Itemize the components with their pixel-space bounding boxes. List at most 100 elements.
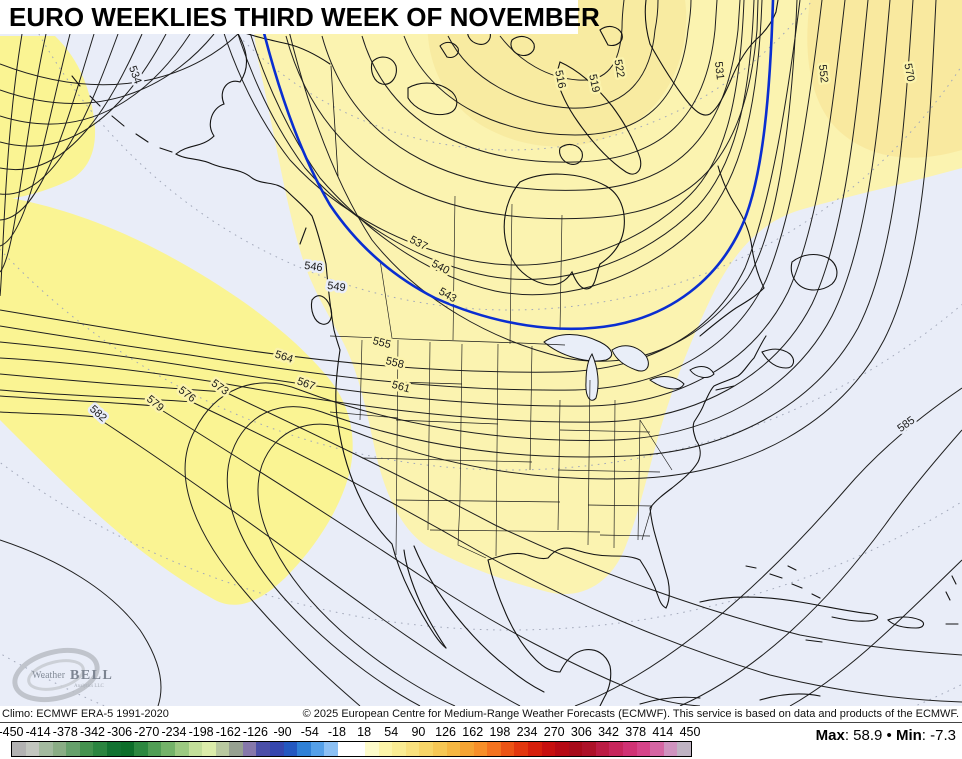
contour-line bbox=[0, 33, 71, 247]
contour-line bbox=[0, 33, 215, 104]
legend-footer: Climo: ECMWF ERA-5 1991-2020 © 2025 Euro… bbox=[0, 706, 962, 759]
colorbar-cell bbox=[283, 742, 298, 756]
colorbar-tick-label: -342 bbox=[79, 725, 105, 739]
contour-line bbox=[447, 0, 659, 109]
coastlines bbox=[71, 0, 959, 706]
colorbar-cell bbox=[351, 742, 366, 756]
contour-line bbox=[0, 373, 962, 656]
colorbar-tick-label: -378 bbox=[52, 725, 78, 739]
colorbar-tick-label: -54 bbox=[300, 725, 319, 739]
stat-separator: • bbox=[886, 727, 892, 744]
colorbar-cell bbox=[500, 742, 515, 756]
contour-line bbox=[0, 33, 191, 125]
contour-line bbox=[240, 0, 763, 296]
contour-line bbox=[0, 0, 869, 423]
colorbar-cell bbox=[514, 742, 528, 756]
colorbar-cell bbox=[215, 742, 230, 756]
contour-line bbox=[184, 0, 891, 706]
contour-line bbox=[285, 0, 759, 220]
colorbar-tick-label: 414 bbox=[652, 725, 674, 739]
colorbar-cell bbox=[419, 742, 433, 756]
contour-line bbox=[226, 0, 914, 706]
contour-line bbox=[499, 0, 625, 81]
title-bar: EURO WEEKLIES THIRD WEEK OF NOVEMBER bbox=[0, 0, 600, 34]
colorbar-cell bbox=[39, 742, 53, 756]
weatherbell-logo: Weather BELL Analytics LLC bbox=[12, 647, 112, 703]
contour-line bbox=[321, 0, 741, 191]
colorbar-tick-label: 198 bbox=[489, 725, 511, 739]
min-value: -7.3 bbox=[930, 727, 956, 744]
colorbar-tick-label: 162 bbox=[462, 725, 484, 739]
colorbar-cell bbox=[636, 742, 651, 756]
max-value: 58.9 bbox=[853, 727, 883, 744]
colorbar bbox=[11, 741, 692, 757]
logo-swirl-outer bbox=[12, 647, 100, 703]
colorbar-cell bbox=[25, 742, 40, 756]
colorbar-cell bbox=[324, 742, 338, 756]
colorbar-tick-labels: -450 -414 -378 -342 -306 -270 -234 -198 -162 -126… bbox=[0, 725, 962, 740]
colorbar-tick-label: -414 bbox=[25, 725, 51, 739]
colorbar-cell bbox=[595, 742, 610, 756]
logo-text-weather: Weather bbox=[32, 670, 66, 681]
colorbar-cell bbox=[188, 742, 203, 756]
contour-line bbox=[361, 0, 718, 163]
colorbar-cell bbox=[242, 742, 257, 756]
colorbar-cell bbox=[12, 742, 26, 756]
colorbar-cell bbox=[473, 742, 488, 756]
colorbar-cell bbox=[66, 742, 80, 756]
great-lakes bbox=[543, 334, 715, 401]
colorbar-cell bbox=[337, 742, 352, 756]
colorbar-cell bbox=[161, 742, 175, 756]
colorbar-cell bbox=[229, 742, 243, 756]
colorbar-cell bbox=[582, 742, 596, 756]
max-label: Max bbox=[815, 727, 845, 744]
colorbar-cell bbox=[392, 742, 406, 756]
contour-lines bbox=[0, 0, 962, 706]
contour-line bbox=[0, 411, 521, 706]
colorbar-tick-label: -198 bbox=[188, 725, 214, 739]
contour-line bbox=[213, 0, 745, 266]
logo-swirl-inner bbox=[27, 659, 85, 691]
colorbar-cell bbox=[269, 742, 284, 756]
colorbar-tick-label: 378 bbox=[625, 725, 647, 739]
logo-text-sub: Analytics LLC bbox=[74, 684, 105, 689]
max-min-readout: Max: 58.9 • Min: -7.3 bbox=[815, 727, 956, 744]
colorbar-cell bbox=[93, 742, 108, 756]
colorbar-cell bbox=[650, 742, 664, 756]
colorbar-cell bbox=[432, 742, 447, 756]
contour-line bbox=[0, 33, 23, 297]
contour-line bbox=[0, 395, 701, 706]
colorbar-cell bbox=[310, 742, 325, 756]
colorbar-tick-label: 234 bbox=[516, 725, 538, 739]
contour-line bbox=[0, 33, 47, 273]
contour-line bbox=[0, 0, 801, 373]
copyright-note: © 2025 European Centre for Medium-Range … bbox=[302, 708, 959, 720]
colorbar-cell bbox=[623, 742, 637, 756]
colorbar-cell bbox=[663, 742, 678, 756]
anomaly-pacific-lobe bbox=[0, 196, 353, 605]
contour-line bbox=[257, 0, 937, 706]
contour-line bbox=[0, 33, 143, 171]
colorbar-cell bbox=[79, 742, 94, 756]
contour-line bbox=[789, 559, 962, 706]
colorbar-tick-label: -306 bbox=[107, 725, 133, 739]
contour-label: 549 bbox=[326, 280, 346, 294]
contour-line bbox=[0, 539, 162, 706]
climo-note: Climo: ECMWF ERA-5 1991-2020 bbox=[2, 708, 169, 720]
contour-line bbox=[574, 387, 962, 706]
colorbar-tick-label: 270 bbox=[543, 725, 565, 739]
colorbar-cell bbox=[568, 742, 583, 756]
colorbar-cell bbox=[365, 742, 379, 756]
anomaly-topleft-wedge bbox=[0, 36, 96, 200]
colorbar-cell bbox=[120, 742, 135, 756]
colorbar-tick-label: 126 bbox=[435, 725, 456, 739]
colorbar-cell bbox=[378, 742, 393, 756]
footer-divider bbox=[0, 722, 962, 723]
contour-label: 546 bbox=[303, 260, 323, 274]
colorbar-cell bbox=[555, 742, 569, 756]
anomaly-north-mass bbox=[250, 0, 962, 595]
contour-line bbox=[679, 429, 962, 706]
colorbar-cell bbox=[52, 742, 67, 756]
colorbar-tick-label: 18 bbox=[357, 725, 372, 739]
